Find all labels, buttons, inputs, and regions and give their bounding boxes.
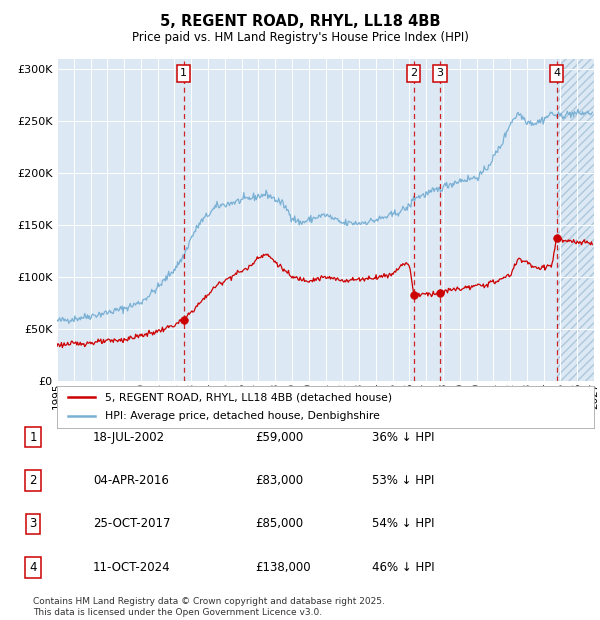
Text: 54% ↓ HPI: 54% ↓ HPI <box>372 518 434 530</box>
Text: 46% ↓ HPI: 46% ↓ HPI <box>372 561 434 574</box>
Text: 3: 3 <box>29 518 37 530</box>
Text: 25-OCT-2017: 25-OCT-2017 <box>93 518 170 530</box>
Text: 4: 4 <box>29 561 37 574</box>
Text: 1: 1 <box>180 68 187 78</box>
Text: Price paid vs. HM Land Registry's House Price Index (HPI): Price paid vs. HM Land Registry's House … <box>131 31 469 43</box>
Text: HPI: Average price, detached house, Denbighshire: HPI: Average price, detached house, Denb… <box>106 412 380 422</box>
Text: This data is licensed under the Open Government Licence v3.0.: This data is licensed under the Open Gov… <box>33 608 322 617</box>
Text: 5, REGENT ROAD, RHYL, LL18 4BB (detached house): 5, REGENT ROAD, RHYL, LL18 4BB (detached… <box>106 392 392 402</box>
Text: 1: 1 <box>29 431 37 443</box>
Text: 04-APR-2016: 04-APR-2016 <box>93 474 169 487</box>
Bar <box>557 59 594 381</box>
Text: Contains HM Land Registry data © Crown copyright and database right 2025.: Contains HM Land Registry data © Crown c… <box>33 597 385 606</box>
Text: £85,000: £85,000 <box>255 518 303 530</box>
Text: 36% ↓ HPI: 36% ↓ HPI <box>372 431 434 443</box>
Text: £138,000: £138,000 <box>255 561 311 574</box>
Text: 11-OCT-2024: 11-OCT-2024 <box>93 561 170 574</box>
Text: 53% ↓ HPI: 53% ↓ HPI <box>372 474 434 487</box>
Text: £83,000: £83,000 <box>255 474 303 487</box>
Text: 5, REGENT ROAD, RHYL, LL18 4BB: 5, REGENT ROAD, RHYL, LL18 4BB <box>160 14 440 29</box>
Text: 4: 4 <box>553 68 560 78</box>
Text: 3: 3 <box>436 68 443 78</box>
Bar <box>557 59 594 381</box>
Text: £59,000: £59,000 <box>255 431 303 443</box>
Text: 18-JUL-2002: 18-JUL-2002 <box>93 431 165 443</box>
Text: 2: 2 <box>410 68 418 78</box>
Text: 2: 2 <box>29 474 37 487</box>
